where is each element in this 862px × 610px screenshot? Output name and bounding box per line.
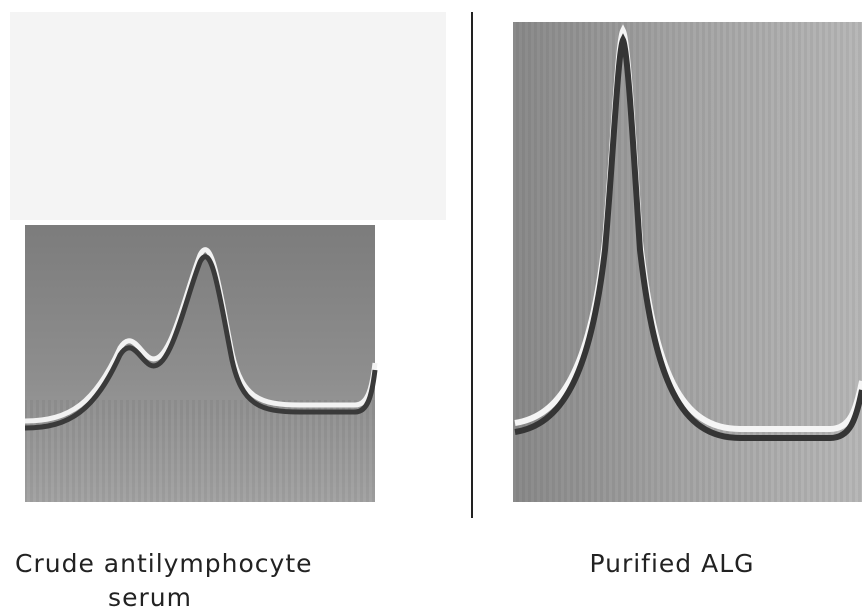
left-panel xyxy=(25,225,375,502)
faint-background xyxy=(10,12,446,220)
caption: Purified ALG xyxy=(589,549,754,578)
caption: serum xyxy=(108,583,192,610)
page: Crude antilymphocyte serum Purified ALG … xyxy=(0,0,862,610)
figure: Crude antilymphocyte serum Purified ALG xyxy=(0,0,862,610)
caption: Crude antilymphocyte xyxy=(15,549,313,578)
right-panel xyxy=(513,22,862,502)
